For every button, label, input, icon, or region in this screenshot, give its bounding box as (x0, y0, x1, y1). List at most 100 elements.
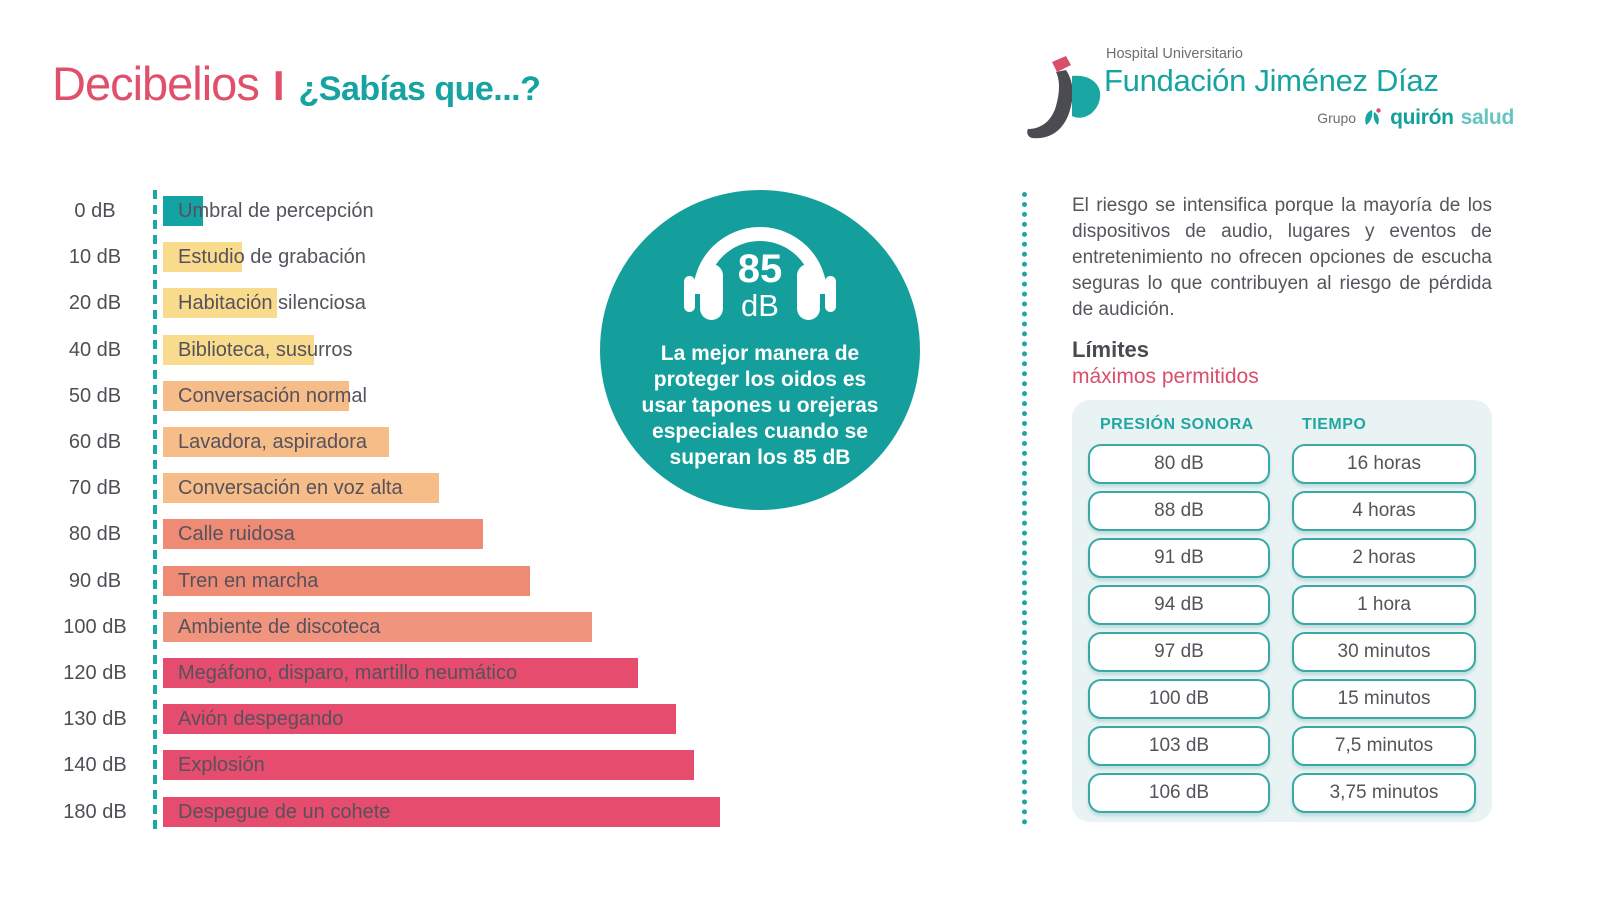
time-pill: 15 minutos (1292, 679, 1476, 719)
time-pill: 3,75 minutos (1292, 773, 1476, 813)
db-axis-label: 60 dB (68, 431, 122, 453)
chart-row: 60 dB Lavadora, aspiradora (45, 427, 735, 457)
brand-salud: salud (1460, 106, 1515, 129)
group-brand-row: Grupo quirón salud (1104, 106, 1514, 130)
chart-row: 20 dB Habitación silenciosa (45, 288, 735, 319)
bar-label: Estudio de grabación (178, 246, 366, 269)
bar-label: Ambiente de discoteca (178, 615, 381, 638)
title-separator: I (272, 62, 285, 109)
bar-label: Conversación en voz alta (178, 477, 403, 500)
decibel-bar (163, 519, 483, 550)
chart-row: 80 dB Calle ruidosa (45, 519, 735, 550)
badge-message-line: La mejor manera de (660, 342, 860, 365)
db-axis-label: 40 dB (68, 338, 122, 361)
chart-row: 140 dB Explosión (45, 750, 735, 781)
risk-text-column: El riesgo se intensifica porque la mayor… (1072, 193, 1492, 388)
db-axis-label: 20 dB (68, 292, 122, 315)
dotted-separator-line (1022, 192, 1027, 825)
bar-label: Umbral de percepción (178, 200, 374, 222)
db-axis-label: 90 dB (68, 569, 122, 592)
headphones-icon: 85 dB (684, 227, 836, 323)
decibel-bar (163, 288, 277, 319)
bar-label: Biblioteca, susurros (178, 338, 353, 361)
bar-label: Habitación silenciosa (178, 292, 366, 315)
bar-label: Explosión (178, 754, 265, 777)
decibel-bar (163, 427, 389, 457)
title-main: Decibelios (52, 57, 260, 110)
limits-table-panel: PRESIÓN SONORA TIEMPO 80 dB 16 horas 88 dB… (1072, 400, 1492, 822)
pressure-pill: 94 dB (1088, 585, 1270, 625)
time-pill: 1 hora (1292, 585, 1476, 625)
decibel-bar (163, 473, 439, 504)
decibel-bar (163, 380, 349, 411)
decibel-bar (163, 704, 676, 735)
hospital-logo: Hospital Universitario Fundación Jiménez… (1022, 46, 1514, 156)
chart-row: 180 dB Despegue de un cohete (45, 796, 735, 827)
chart-row: 50 dB Conversación normal (45, 380, 735, 411)
limits-subtitle: máximos permitidos (1072, 365, 1259, 388)
pressure-pill: 100 dB (1088, 679, 1270, 719)
protection-badge: 85 dB La mejor manera de proteger los oid… (600, 190, 920, 510)
pressure-pill: 80 dB (1088, 444, 1270, 484)
time-pill: 4 horas (1292, 491, 1476, 531)
pressure-pill: 91 dB (1088, 538, 1270, 578)
bar-label: Calle ruidosa (178, 523, 295, 546)
decibel-bar (163, 565, 530, 596)
chart-row: 0 dB Umbral de percepción (45, 196, 735, 226)
chart-row: 40 dB Biblioteca, susurros (45, 334, 735, 365)
chart-axis-dashed-line (153, 190, 157, 834)
db-axis-label: 80 dB (68, 523, 122, 546)
badge-message: La mejor manera de proteger los oidos es u… (600, 341, 920, 471)
chart-row: 10 dB Estudio de grabación (45, 242, 735, 273)
decibel-bar (163, 750, 694, 781)
group-label: Grupo (1317, 110, 1357, 126)
chart-row: 120 dB Megáfono, disparo, martillo neumát… (45, 658, 735, 688)
decibel-bar (163, 658, 638, 688)
db-axis-label: 130 dB (63, 708, 127, 731)
pressure-pill: 103 dB (1088, 726, 1270, 766)
brand-quiron: quirón (1390, 106, 1454, 129)
badge-message-line: especiales cuando se (652, 420, 868, 443)
bar-label: Despegue de un cohete (178, 800, 391, 823)
db-axis-label: 0 dB (74, 200, 116, 222)
badge-message-line: superan los 85 dB (669, 446, 851, 469)
db-axis-label: 10 dB (68, 246, 122, 269)
pressure-pill: 88 dB (1088, 491, 1270, 531)
decibel-bar (163, 196, 203, 226)
bar-label: Lavadora, aspiradora (178, 431, 368, 453)
limits-title: Límites (1072, 337, 1150, 362)
hospital-logo-text: Hospital Universitario Fundación Jiménez… (1104, 46, 1514, 130)
pressure-pill: 106 dB (1088, 773, 1270, 813)
chart-row: 70 dB Conversación en voz alta (45, 473, 735, 504)
time-pill: 2 horas (1292, 538, 1476, 578)
decibel-bar (163, 611, 592, 642)
decibel-bar-chart: 0 dB Umbral de percepción 10 dB Estudio de … (45, 190, 735, 840)
hospital-name: Fundación Jiménez Díaz (1104, 63, 1439, 98)
time-pill: 30 minutos (1292, 632, 1476, 672)
bar-label: Tren en marcha (178, 569, 319, 592)
db-axis-label: 120 dB (63, 662, 127, 684)
pressure-pill: 97 dB (1088, 632, 1270, 672)
chart-row: 90 dB Tren en marcha (45, 565, 735, 596)
time-pill: 7,5 minutos (1292, 726, 1476, 766)
db-axis-label: 140 dB (63, 754, 127, 777)
time-pill: 16 horas (1292, 444, 1476, 484)
decibel-bar (163, 334, 314, 365)
decibel-bar (163, 242, 242, 273)
db-axis-label: 100 dB (63, 615, 127, 638)
decibel-bar (163, 796, 720, 827)
badge-value: 85 (738, 247, 783, 291)
title-subtitle: ¿Sabías que...? (298, 70, 541, 108)
badge-message-line: usar tapones u orejeras (641, 394, 879, 417)
db-axis-label: 50 dB (68, 384, 122, 407)
limits-table: 80 dB 16 horas 88 dB 4 horas 91 dB 2 horas 94 … (1088, 444, 1478, 813)
column-header-time: TIEMPO (1302, 416, 1367, 433)
bar-label: Megáfono, disparo, martillo neumático (178, 662, 518, 684)
column-header-pressure: PRESIÓN SONORA (1100, 416, 1254, 433)
jd-logo-icon (1027, 56, 1101, 139)
page-title: Decibelios I ¿Sabías que...? (52, 56, 541, 111)
risk-paragraph: El riesgo se intensifica porque la mayor… (1072, 195, 1492, 320)
badge-unit: dB (741, 288, 779, 323)
bar-label: Conversación normal (178, 384, 367, 407)
